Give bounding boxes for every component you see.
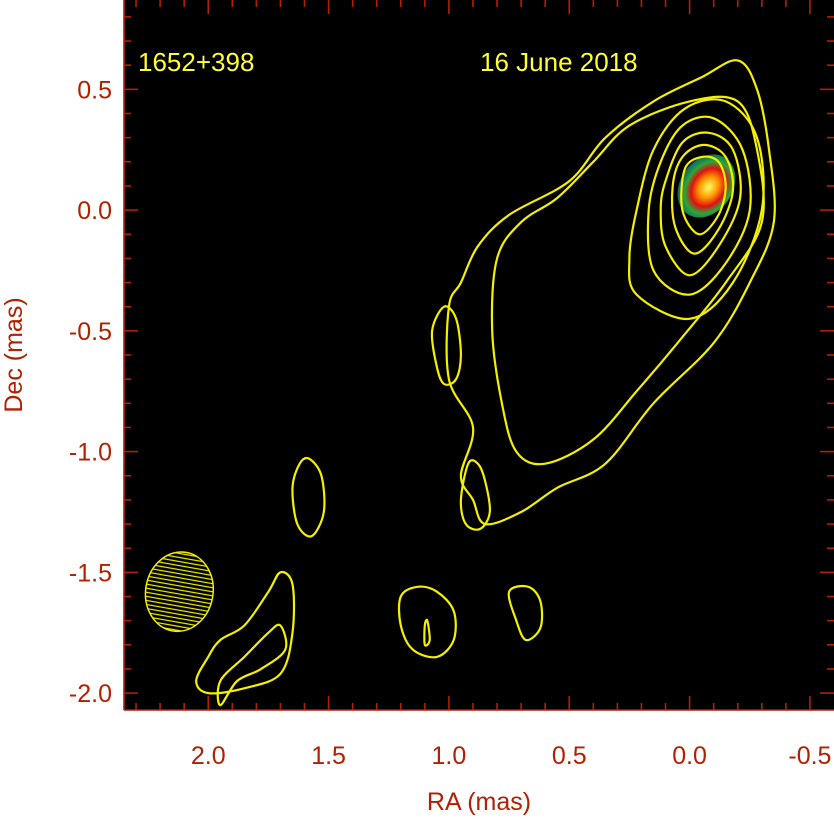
contour-core-5 <box>680 155 727 236</box>
contour-knot-6 <box>507 584 544 642</box>
y-tick-label: 0.5 <box>77 76 112 104</box>
contour-core-2 <box>646 115 752 296</box>
core-brightness-image <box>677 154 736 218</box>
contour-knot-7 <box>195 570 296 695</box>
contour-knot-8 <box>216 623 288 707</box>
contour-outer-1 <box>445 59 776 526</box>
x-axis-title: RA (mas) <box>427 788 531 816</box>
contour-knot-4 <box>397 585 457 659</box>
contour-core-3 <box>659 131 742 277</box>
contour-knot-2 <box>459 459 492 531</box>
x-tick-label: -0.5 <box>788 742 831 770</box>
contour-core-1 <box>627 98 765 320</box>
date-label: 16 June 2018 <box>480 47 638 77</box>
x-tick-label: 1.0 <box>432 742 467 770</box>
source-label: 1652+398 <box>138 47 254 77</box>
x-tick-label: 0.0 <box>672 742 707 770</box>
beam-ellipse <box>144 551 215 633</box>
ticks <box>124 0 834 710</box>
core-peak <box>677 154 736 218</box>
contour-outer-2 <box>490 95 765 466</box>
y-tick-label: -0.5 <box>69 318 112 346</box>
contour-knot-5 <box>423 618 431 647</box>
beam-layer <box>144 551 215 633</box>
y-tick-label: -2.0 <box>69 680 112 708</box>
contour-core-4 <box>670 143 735 255</box>
y-axis-title: Dec (mas) <box>0 297 28 412</box>
y-tick-label: 0.0 <box>77 197 112 225</box>
x-tick-label: 2.0 <box>191 742 226 770</box>
contour-knot-1 <box>430 305 462 386</box>
plot-background <box>124 0 834 710</box>
y-tick-label: -1.0 <box>69 439 112 467</box>
contour-knot-3 <box>291 456 326 538</box>
tick-labels: 2.0 1.5 1.0 0.5 0.0 -0.5 0.5 0.0 -0.5 -1.0 -1.5 -2.… <box>69 76 832 770</box>
x-tick-label: 0.5 <box>552 742 587 770</box>
x-tick-label: 1.5 <box>311 742 346 770</box>
contour-layer <box>195 59 776 707</box>
y-tick-label: -1.5 <box>69 559 112 587</box>
